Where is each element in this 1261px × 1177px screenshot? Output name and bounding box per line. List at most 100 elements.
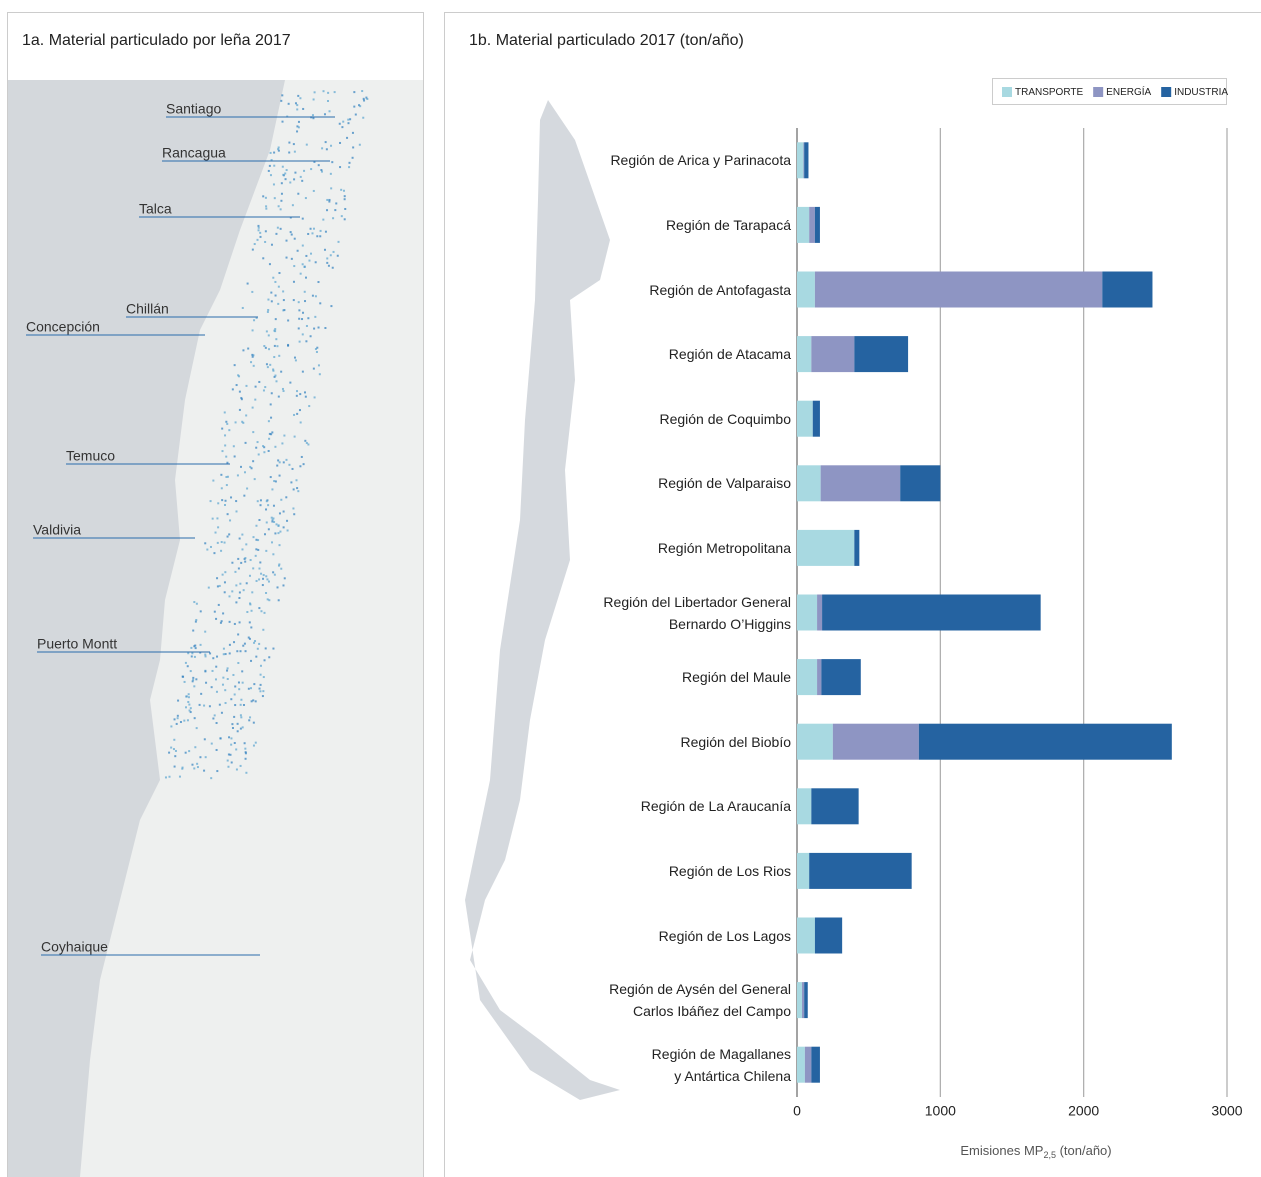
bar-segment xyxy=(854,336,909,373)
map-dot xyxy=(253,683,256,686)
map-dot xyxy=(271,520,274,523)
map-dot xyxy=(264,240,267,243)
map-dot xyxy=(190,655,193,658)
map-dot xyxy=(220,549,223,552)
map-dot xyxy=(282,510,285,513)
map-dot xyxy=(189,711,192,714)
bar-segment xyxy=(1102,271,1153,308)
map-dot xyxy=(222,612,225,615)
map-dot xyxy=(187,652,190,655)
map-dot xyxy=(353,91,356,94)
map-dot xyxy=(188,703,191,706)
map-dot xyxy=(259,664,262,667)
map-dot xyxy=(305,441,308,444)
map-dot xyxy=(194,620,197,623)
map-dot xyxy=(195,727,198,730)
map-dot xyxy=(278,563,281,566)
map-dot xyxy=(283,577,286,580)
map-dot xyxy=(327,264,330,267)
map-dot xyxy=(233,715,236,718)
map-dot xyxy=(251,248,254,251)
map-dot xyxy=(191,763,194,766)
map-dot xyxy=(308,259,311,262)
map-dot xyxy=(331,161,334,164)
map-dot xyxy=(302,463,305,466)
map-dot xyxy=(282,173,285,176)
map-dot xyxy=(234,570,237,573)
map-dot xyxy=(293,265,296,268)
map-dot xyxy=(276,464,279,467)
map-dot xyxy=(277,599,280,602)
map-dot xyxy=(281,120,284,123)
map-dot xyxy=(258,607,261,610)
map-dot xyxy=(188,750,191,753)
city-label: Valdivia xyxy=(33,522,81,538)
bar-segment xyxy=(817,594,823,631)
map-dot xyxy=(269,403,272,406)
map-dot xyxy=(235,584,238,587)
map-dot xyxy=(273,197,276,200)
bar-segment xyxy=(854,529,860,566)
map-dot xyxy=(257,548,260,551)
map-dot xyxy=(170,746,173,749)
map-dot xyxy=(168,751,171,754)
map-dot xyxy=(320,169,323,172)
map-dot xyxy=(262,574,265,577)
map-dot xyxy=(195,602,198,605)
map-dot xyxy=(289,216,292,219)
x-axis-label-suffix: (ton/año) xyxy=(1056,1143,1112,1158)
map-dot xyxy=(290,233,293,236)
map-dot xyxy=(304,395,307,398)
map-dot xyxy=(293,413,296,416)
map-dot xyxy=(217,502,220,505)
map-dot xyxy=(262,257,265,260)
map-dot xyxy=(287,344,290,347)
map-dot xyxy=(247,687,250,690)
map-dot xyxy=(187,696,190,699)
map-dot xyxy=(362,97,365,100)
bar-segment xyxy=(797,723,833,760)
map-dot xyxy=(244,560,247,563)
bar-segment xyxy=(797,1046,805,1083)
x-tick-label: 1000 xyxy=(925,1103,956,1119)
map-dot xyxy=(297,490,300,493)
map-dot xyxy=(296,412,299,415)
map-dot xyxy=(257,224,260,227)
map-dot xyxy=(254,554,257,557)
map-dot xyxy=(236,722,239,725)
map-dot xyxy=(235,384,238,387)
map-dot xyxy=(263,533,266,536)
map-dot xyxy=(220,473,223,476)
map-dot xyxy=(328,198,331,201)
category-label: Región del Libertador General Bernardo O… xyxy=(603,593,791,632)
map-dot xyxy=(323,248,326,251)
map-dot xyxy=(273,573,276,576)
map-dot xyxy=(226,667,229,670)
map-dot xyxy=(305,254,308,257)
map-dot xyxy=(277,148,280,151)
map-dot xyxy=(265,363,268,366)
map-dot xyxy=(274,280,277,283)
map-dot xyxy=(272,647,275,650)
map-dot xyxy=(267,420,270,423)
map-dot xyxy=(273,329,276,332)
map-dot xyxy=(231,388,234,391)
map-dot xyxy=(270,291,273,294)
map-dot xyxy=(245,582,248,585)
map-dot xyxy=(219,737,222,740)
map-dot xyxy=(205,681,208,684)
map-dot xyxy=(326,261,329,264)
map-dot xyxy=(344,207,347,210)
map-dot xyxy=(336,254,339,257)
map-dot xyxy=(239,650,242,653)
map-dot xyxy=(221,499,224,502)
map-dot xyxy=(216,541,219,544)
map-dot xyxy=(230,698,233,701)
map-dot xyxy=(287,102,290,105)
map-dot xyxy=(218,703,221,706)
city-label: Santiago xyxy=(166,101,221,117)
map-dot xyxy=(236,650,239,653)
map-dot xyxy=(243,742,246,745)
map-dot xyxy=(240,396,243,399)
map-dot xyxy=(244,752,247,755)
